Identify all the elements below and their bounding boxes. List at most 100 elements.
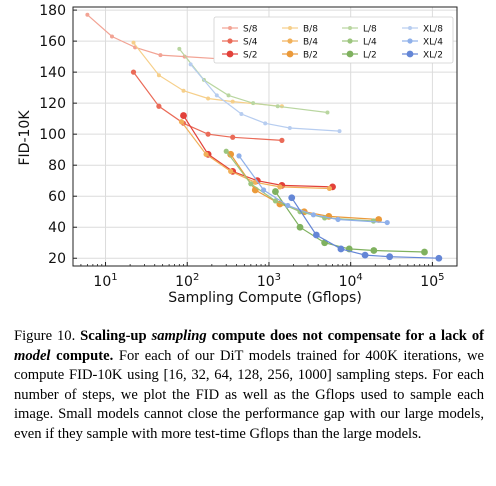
legend-entry: XL/4 <box>402 38 443 48</box>
data-point <box>272 188 279 195</box>
data-point <box>384 219 390 226</box>
data-point <box>375 216 383 223</box>
legend-entry: S/4 <box>222 38 258 48</box>
data-point <box>310 212 317 218</box>
series-xl-8 <box>188 62 342 134</box>
caption-label: Figure 10. <box>14 328 76 344</box>
legend-label: S/4 <box>243 38 258 48</box>
data-point <box>226 93 231 98</box>
legend-swatch-marker <box>406 50 414 58</box>
data-point <box>236 153 242 159</box>
data-point <box>296 223 304 231</box>
y-tick-label: 100 <box>39 127 66 143</box>
series-line <box>190 64 340 132</box>
data-point <box>131 40 136 45</box>
data-point <box>230 99 235 104</box>
y-tick-label: 160 <box>39 34 66 50</box>
legend-label: L/8 <box>363 25 377 35</box>
legend-entry: L/2 <box>342 51 377 61</box>
legend-swatch-marker <box>228 26 232 30</box>
y-tick-label: 40 <box>48 220 66 236</box>
series-line <box>291 197 439 259</box>
data-point <box>248 181 254 187</box>
legend-label: S/8 <box>243 25 258 35</box>
y-tick-label: 180 <box>39 3 66 19</box>
series-s-8 <box>85 12 236 62</box>
legend-swatch-marker <box>287 38 293 44</box>
series-l-2 <box>272 188 428 256</box>
legend-label: L/2 <box>363 51 377 61</box>
series-line <box>181 121 330 190</box>
caption-headline: Scaling-up sampling compute does not com… <box>14 328 484 364</box>
series-xl-2 <box>288 194 443 262</box>
legend-swatch-marker <box>347 38 353 44</box>
data-point <box>214 93 219 98</box>
series-s-4 <box>130 69 285 143</box>
legend: S/8 S/4 S/2 B/8 B/4 B/2 L/8 L/4 L/2 XL/8 XL/4 XL/2 <box>213 16 454 64</box>
data-point <box>325 110 330 115</box>
series-line <box>182 115 333 188</box>
data-point <box>337 245 345 253</box>
caption-body: For each of our DiT models trained for 4… <box>14 347 484 442</box>
x-tick-label: 104 <box>339 272 363 290</box>
legend-label: S/2 <box>243 51 257 61</box>
data-point <box>85 12 90 17</box>
fid-vs-compute-chart: 20 40 60 80 100 120 140 160 180 101 102 103 104 105 S… <box>17 3 458 306</box>
data-point <box>435 254 443 262</box>
data-point <box>156 73 161 78</box>
data-point <box>386 253 394 261</box>
figure-caption: Figure 10. Scaling-up sampling compute d… <box>14 327 484 445</box>
data-point <box>156 103 162 109</box>
legend-swatch-marker <box>408 26 412 30</box>
data-point <box>288 194 296 202</box>
x-tick-label: 102 <box>175 272 199 290</box>
series-layer <box>85 12 443 262</box>
y-tick-label: 60 <box>48 189 66 205</box>
series-line <box>87 14 234 61</box>
data-point <box>206 96 211 101</box>
data-point <box>261 187 267 193</box>
data-point <box>312 231 320 239</box>
data-point <box>130 69 137 75</box>
legend-entry: L/4 <box>342 38 377 48</box>
data-point <box>188 62 193 67</box>
data-point <box>335 216 341 223</box>
legend-swatch-marker <box>286 50 294 58</box>
legend-entry: XL/8 <box>402 25 443 35</box>
legend-label: L/4 <box>363 38 377 48</box>
legend-entry: S/2 <box>222 51 257 61</box>
series-line <box>133 71 282 141</box>
data-point <box>370 247 378 254</box>
data-point <box>223 148 229 154</box>
y-tick-label: 80 <box>48 158 66 174</box>
legend-swatch-marker <box>288 26 292 30</box>
data-point <box>177 46 182 51</box>
data-point <box>337 129 342 134</box>
data-point <box>230 134 236 140</box>
legend-label: B/4 <box>303 38 318 48</box>
y-tick-label: 20 <box>48 251 66 267</box>
data-point <box>421 248 428 256</box>
data-point <box>239 112 244 117</box>
data-point <box>326 185 333 192</box>
legend-swatch-marker <box>346 50 354 58</box>
data-point <box>251 101 256 106</box>
legend-entry: L/8 <box>342 25 377 35</box>
data-point <box>361 251 369 259</box>
data-point <box>178 119 185 125</box>
legend-label: B/8 <box>303 25 318 35</box>
legend-swatch-marker <box>227 38 233 44</box>
data-point <box>272 198 279 204</box>
data-point <box>109 34 114 39</box>
data-point <box>203 151 209 157</box>
series-line <box>133 42 282 107</box>
legend-swatch-marker <box>348 26 352 30</box>
x-tick-label: 103 <box>257 272 281 290</box>
legend-label: B/2 <box>303 51 318 61</box>
data-point <box>263 121 268 126</box>
series-b-4 <box>178 119 333 192</box>
legend-label: XL/8 <box>423 25 443 35</box>
data-point <box>277 184 283 190</box>
data-point <box>180 112 187 119</box>
legend-entry: XL/2 <box>402 51 443 61</box>
